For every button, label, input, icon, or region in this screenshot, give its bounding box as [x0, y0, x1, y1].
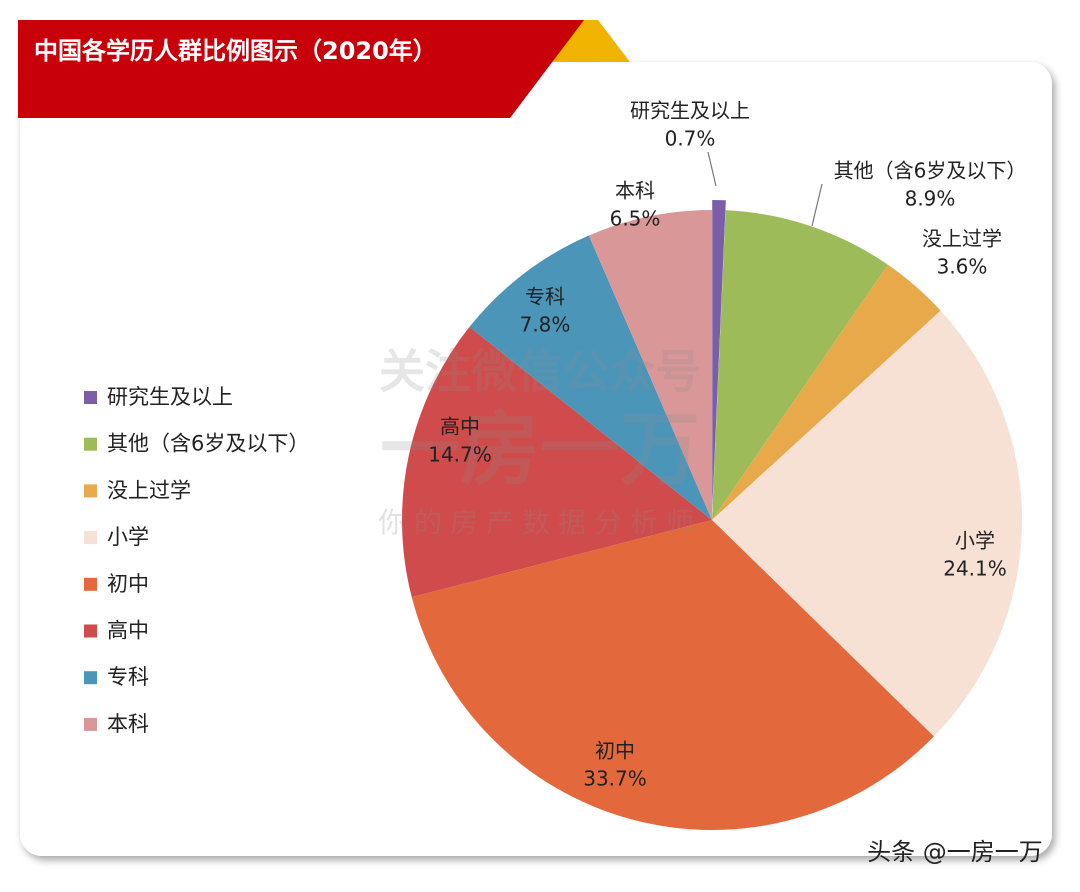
pie-slice: [411, 520, 934, 830]
legend-label: 小学: [107, 525, 149, 549]
pie-slice: [469, 235, 712, 520]
legend-label: 其他（含6岁及以下）: [107, 432, 309, 456]
slice-label: 专科: [525, 285, 565, 309]
pie-slice: [712, 264, 941, 520]
slice-label: 初中: [595, 739, 635, 763]
watermark: 你的房产数据分析师: [378, 506, 702, 539]
legend-label: 高中: [107, 619, 149, 643]
leader-line: [707, 151, 717, 187]
legend-swatch: [84, 391, 97, 404]
legend-swatch: [84, 437, 97, 451]
legend-swatch: [84, 484, 97, 498]
slice-value: 0.7%: [665, 127, 716, 151]
pie-slice: [588, 210, 712, 520]
slice-label: 高中: [440, 415, 480, 439]
chart-title: 中国各学历人群比例图示（2020年）: [34, 37, 437, 65]
legend-label: 研究生及以上: [107, 385, 233, 409]
legend-label: 初中: [107, 572, 149, 596]
title-banner: [18, 20, 584, 118]
slice-label: 本科: [615, 179, 655, 203]
slice-label: 小学: [955, 529, 995, 553]
slice-value: 6.5%: [610, 207, 661, 231]
legend-swatch: [84, 671, 97, 685]
legend-swatch: [84, 624, 97, 638]
legend-label: 没上过学: [107, 478, 191, 502]
slice-label: 研究生及以上: [630, 99, 750, 123]
slice-value: 3.6%: [937, 255, 988, 279]
slice-value: 14.7%: [428, 443, 492, 467]
legend-swatch: [84, 717, 97, 731]
legend-label: 专科: [107, 665, 149, 689]
pie-slice: [402, 326, 712, 598]
slice-value: 33.7%: [583, 767, 647, 791]
legend-label: 本科: [107, 712, 149, 736]
footer: 头条 @一房一万: [867, 838, 1043, 866]
legend-swatch: [84, 531, 97, 545]
pie-slice: [712, 210, 888, 520]
slice-label: 其他（含6岁及以下）: [834, 159, 1027, 183]
watermark: 关注微信公众号: [379, 345, 701, 399]
slice-value: 24.1%: [943, 557, 1007, 581]
leader-line: [811, 183, 823, 227]
watermark: 一房一万: [380, 403, 700, 496]
slice-value: 8.9%: [905, 187, 956, 211]
pie-slice: [712, 310, 1022, 737]
slice-value: 7.8%: [520, 313, 571, 337]
pie-slice: [712, 200, 726, 511]
legend-swatch: [84, 577, 97, 591]
slice-label: 没上过学: [922, 227, 1002, 251]
pie: [402, 200, 1022, 830]
